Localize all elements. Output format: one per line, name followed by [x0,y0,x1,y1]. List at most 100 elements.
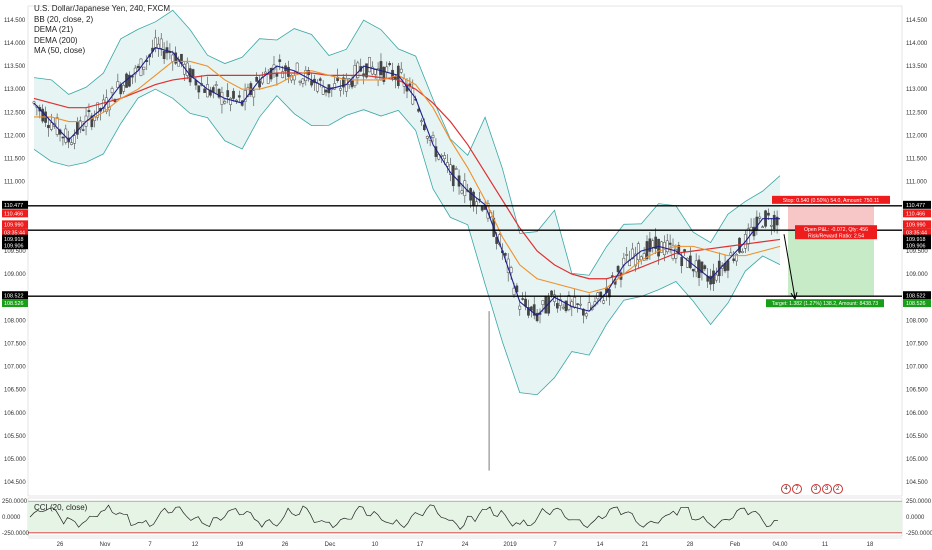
candle-body [368,57,371,73]
candle-body [761,226,765,229]
target-zone [788,230,874,297]
x-tick-label: 18 [867,542,874,548]
candle-body [631,248,634,260]
y-tick-label-left: 105.000 [4,457,26,463]
candle-body [70,142,73,145]
candle-body [521,298,525,300]
event-marker[interactable]: 3 [821,484,832,494]
y-tick-label-left: 107.000 [4,365,26,371]
x-tick-label: 28 [687,542,694,548]
candle-body [556,303,559,309]
candle-body [41,108,45,122]
x-tick-label: 26 [57,542,64,548]
target-label-text: Target: 1.382 (1.27%) 138.2, Amount: 843… [772,301,879,307]
candle-body [217,88,221,98]
event-marker[interactable]: 7 [792,484,802,494]
candle-body [318,78,322,81]
price-tag-left-text: 110.466 [4,212,23,218]
candle-body [509,267,513,273]
y-tick-label-left: 106.500 [4,388,26,394]
candle-body [81,129,85,131]
candle-body [547,297,551,314]
candle-body [298,80,302,83]
candle-body [775,216,779,226]
candle-body [634,253,637,267]
candle-body [382,66,386,82]
candle-body [550,290,553,296]
candle-body [564,300,568,312]
candle-body [602,300,605,304]
candle-body [49,122,53,130]
target-label-box [766,299,884,308]
cci-legend[interactable]: CCI (20, close) [34,503,88,512]
candle-body [122,85,125,92]
price-tag [903,291,931,300]
price-tag-text: 109.906 [906,243,926,249]
symbol-title: U.S. Dollar/Japanese Yen, 240, FXCM [34,4,171,13]
x-tick-label: 14 [597,542,604,548]
price-tag-text: 110.466 [906,212,925,218]
candle-body [73,135,76,144]
legend-ma50[interactable]: MA (50, close) [34,46,86,55]
y-tick-label: 104.500 [906,480,928,486]
candle-body [767,212,770,216]
candle-body [246,87,250,97]
open-pl-label-text: Risk/Reward Ratio: 2.54 [808,233,864,239]
candle-body [76,121,79,135]
y-tick-label-left: 109.000 [4,272,26,278]
candle-body [220,92,224,105]
legend-bb[interactable]: BB (20, close, 2) [34,14,94,24]
price-tag-left-text: 03:35:44 [4,231,25,237]
candle-body [758,216,762,219]
candle-body [495,237,498,244]
price-tag-left [2,241,28,250]
candle-body [532,304,536,316]
candle-body [480,206,484,211]
candle-body [475,201,478,206]
x-tick-label: 7 [553,542,557,548]
candle-body [237,95,241,98]
x-tick-label: Feb [730,542,741,548]
candle-body [304,70,308,82]
candle-body [712,270,715,285]
y-tick-label: 113.000 [906,87,928,93]
candle-body [61,136,65,139]
candle-body [171,54,175,62]
event-marker[interactable]: 3 [810,484,821,494]
candle-body [749,226,753,231]
legend-dema200[interactable]: DEMA (200) [34,35,78,45]
candle-body [350,80,354,88]
candle-body [729,252,733,256]
x-tick-label: 12 [192,542,199,548]
candle-body [209,89,212,96]
dema21-line [33,46,780,317]
price-tag [903,200,931,209]
y-tick-label: 108.000 [906,318,928,324]
x-tick-label: 04.00 [772,542,788,548]
candle-body [636,243,640,261]
candle-body [703,265,707,270]
price-tag-left-text: 109.990 [4,223,24,229]
candle-body [263,71,267,74]
event-marker[interactable]: 2 [832,484,843,494]
price-tag-left [2,299,28,308]
y-tick-label-left: 113.500 [4,64,26,70]
legend-dema21[interactable]: DEMA (21) [34,25,74,34]
candle-body [709,275,712,285]
candle-body [454,168,458,170]
candle-body [431,134,435,138]
candle-body [301,78,305,84]
y-tick-label: 112.000 [906,133,928,139]
candle-body [567,295,571,310]
y-tick-label-left: 112.500 [4,110,26,116]
event-marker[interactable]: 4 [781,484,791,494]
candle-body [715,274,718,281]
price-tag-left-text: 108.526 [4,301,24,307]
candle-body [226,90,230,97]
cci-tick-label: -250.0000 [906,531,932,537]
candle-body [32,101,36,104]
candle-body [449,164,452,175]
